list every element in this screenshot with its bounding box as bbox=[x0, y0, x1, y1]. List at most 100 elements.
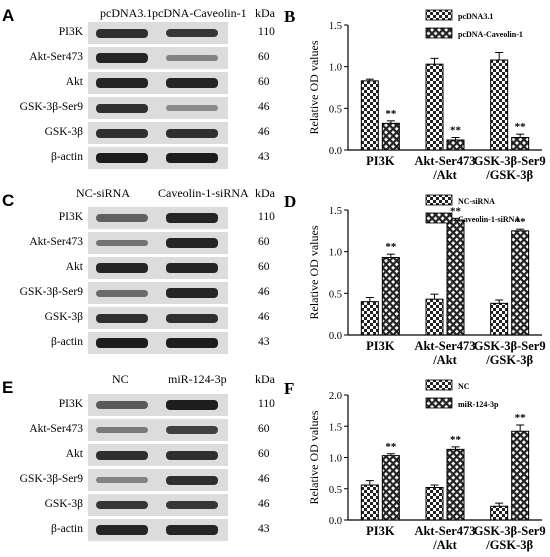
blot-strip bbox=[88, 444, 228, 466]
significance-marker: ** bbox=[385, 108, 397, 120]
membrane-background bbox=[88, 519, 228, 541]
kda-value: 110 bbox=[258, 26, 275, 38]
legend-swatch bbox=[425, 9, 453, 21]
blot-strip bbox=[88, 257, 228, 279]
protein-label: Akt bbox=[65, 448, 83, 460]
membrane-background bbox=[88, 207, 228, 229]
y-tick-label: 0.0 bbox=[329, 146, 342, 157]
data-bar bbox=[511, 137, 530, 151]
data-bar bbox=[490, 302, 509, 336]
lane-label-control: NC bbox=[112, 372, 129, 386]
legend-label: pcDNA-Caveolin-1 bbox=[458, 30, 523, 39]
kda-header: kDa bbox=[255, 6, 275, 20]
protein-band bbox=[166, 500, 218, 510]
protein-band bbox=[166, 28, 218, 38]
blot-strip bbox=[88, 122, 228, 144]
membrane-background bbox=[88, 122, 228, 144]
panel-letter: C bbox=[2, 191, 15, 210]
x-tick-label: /Akt bbox=[432, 538, 457, 552]
data-bar bbox=[381, 257, 400, 336]
protein-band bbox=[166, 238, 218, 248]
x-tick-label: GSK-3β-Ser9 bbox=[474, 339, 546, 353]
membrane-background bbox=[88, 22, 228, 44]
blot-strip bbox=[88, 232, 228, 254]
protein-band bbox=[96, 239, 148, 247]
blot-strip bbox=[88, 394, 228, 416]
membrane-background bbox=[88, 332, 228, 354]
y-tick-label: 1.5 bbox=[329, 21, 342, 32]
lane-label-treatment: miR-124-3p bbox=[168, 372, 227, 386]
kda-value: 60 bbox=[258, 261, 270, 273]
protein-band bbox=[166, 425, 218, 435]
x-tick-label: PI3K bbox=[366, 524, 395, 538]
significance-marker: ** bbox=[385, 241, 397, 253]
x-tick-label: PI3K bbox=[366, 154, 395, 168]
panel-letter: B bbox=[284, 7, 295, 26]
protein-band bbox=[96, 78, 148, 88]
protein-band bbox=[96, 426, 148, 434]
data-bar bbox=[381, 122, 400, 151]
protein-band bbox=[96, 450, 148, 460]
blot-strip bbox=[88, 494, 228, 516]
y-axis-title: Relative OD values bbox=[307, 40, 321, 134]
protein-band bbox=[96, 500, 148, 510]
x-tick-label: /Akt bbox=[432, 168, 457, 182]
kda-value: 43 bbox=[258, 151, 270, 163]
y-tick-label: 0.5 bbox=[329, 485, 342, 496]
panel-letter: A bbox=[2, 6, 15, 25]
membrane-background bbox=[88, 97, 228, 119]
protein-label: GSK-3β bbox=[44, 498, 83, 510]
blot-strip bbox=[88, 282, 228, 304]
blot-strip bbox=[88, 332, 228, 354]
y-tick-label: 1.0 bbox=[329, 248, 342, 259]
kda-value: 46 bbox=[258, 311, 270, 323]
protein-band bbox=[166, 288, 218, 298]
kda-value: 46 bbox=[258, 286, 270, 298]
data-bar bbox=[446, 139, 465, 151]
data-bar bbox=[360, 80, 379, 151]
membrane-background bbox=[88, 494, 228, 516]
blot-strip bbox=[88, 97, 228, 119]
blot-panel-c: C NC-siRNA Caveolin-1-siRNA kDa PI3K 110 A… bbox=[0, 185, 280, 370]
data-bar bbox=[446, 219, 465, 336]
y-tick-label: 0.0 bbox=[329, 331, 342, 342]
legend-label: Caveolin-1-siRNA bbox=[458, 215, 520, 224]
protein-band bbox=[96, 477, 148, 484]
legend-swatch bbox=[425, 212, 453, 224]
blot-strip bbox=[88, 147, 228, 169]
kda-header: kDa bbox=[255, 372, 275, 386]
panel-letter: D bbox=[284, 192, 296, 211]
y-tick-label: 1.0 bbox=[329, 63, 342, 74]
legend-label: NC-siRNA bbox=[458, 197, 495, 206]
protein-band bbox=[166, 153, 218, 163]
data-bar bbox=[425, 487, 444, 521]
y-tick-label: 1.0 bbox=[329, 454, 342, 465]
data-bar bbox=[381, 455, 400, 521]
protein-band bbox=[96, 338, 148, 348]
data-bar bbox=[490, 59, 509, 151]
data-bar bbox=[360, 484, 379, 521]
bar-chart-f: F 0.0 0.5 1.0 1.5 2.0 Relative OD values ** PI3K… bbox=[284, 379, 546, 552]
kda-value: 46 bbox=[258, 473, 270, 485]
y-tick-label: 2.0 bbox=[329, 391, 342, 402]
kda-value: 46 bbox=[258, 101, 270, 113]
significance-marker: ** bbox=[515, 121, 527, 133]
data-bar bbox=[425, 63, 444, 151]
legend-swatch bbox=[425, 379, 453, 391]
x-tick-label: Akt-Ser473 bbox=[414, 524, 475, 538]
panel-letter: E bbox=[2, 378, 14, 397]
protein-label: Akt bbox=[65, 76, 83, 88]
protein-band bbox=[96, 525, 148, 535]
x-tick-label: /Akt bbox=[432, 353, 457, 367]
legend-label: NC bbox=[458, 382, 470, 391]
kda-header: kDa bbox=[255, 186, 275, 200]
protein-band bbox=[166, 128, 218, 138]
significance-marker: ** bbox=[450, 125, 462, 137]
kda-value: 60 bbox=[258, 236, 270, 248]
protein-label: PI3K bbox=[58, 398, 83, 410]
x-tick-label: GSK-3β-Ser9 bbox=[474, 524, 546, 538]
blot-strip bbox=[88, 207, 228, 229]
blot-panel-a: A pcDNA3.1 pcDNA-Caveolin-1 kDa PI3K 110 A… bbox=[0, 0, 280, 185]
protein-label: Akt-Ser473 bbox=[29, 423, 83, 435]
y-axis-title: Relative OD values bbox=[307, 410, 321, 504]
